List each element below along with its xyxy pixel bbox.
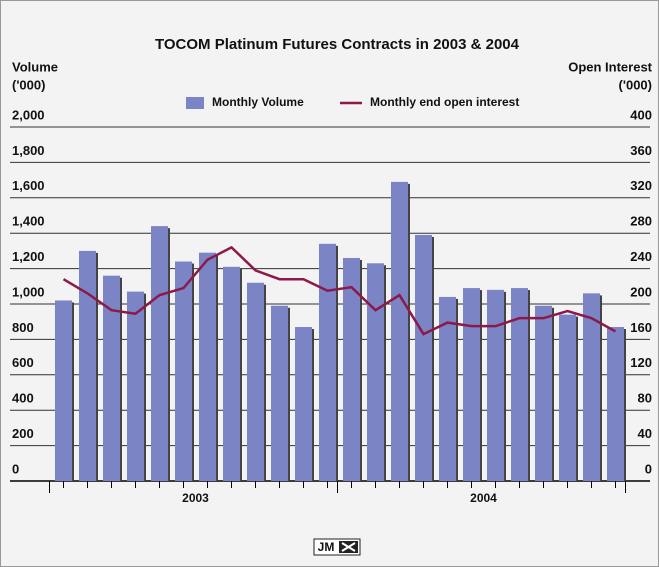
y-axis-label: Volume — [12, 59, 58, 74]
y-tick-label: 1,600 — [12, 178, 45, 193]
logo-icon-mark — [341, 542, 356, 552]
y2-axis-label: Open Interest — [568, 59, 652, 74]
y2-tick-label: 360 — [630, 143, 652, 158]
y2-tick-label: 80 — [638, 391, 652, 406]
bar — [343, 257, 360, 481]
x-group-label: 2004 — [470, 491, 497, 505]
legend-label: Monthly Volume — [212, 95, 304, 109]
bar — [103, 275, 120, 481]
bar — [319, 243, 336, 481]
y2-tick-label: 280 — [630, 214, 652, 229]
bar — [607, 327, 624, 481]
y-tick-label: 200 — [12, 426, 34, 441]
y2-tick-label: 120 — [630, 355, 652, 370]
y2-tick-label: 160 — [630, 320, 652, 335]
y-tick-label: 2,000 — [12, 107, 45, 122]
bar — [487, 289, 504, 481]
legend-label: Monthly end open interest — [370, 95, 519, 109]
bar — [439, 296, 456, 481]
y2-axis-label: ('000) — [619, 77, 652, 92]
y2-tick-label: 200 — [630, 284, 652, 299]
y-tick-label: 800 — [12, 320, 34, 335]
y-tick-label: 1,200 — [12, 249, 45, 264]
y-axis-label: ('000) — [12, 77, 45, 92]
y-tick-label: 1,000 — [12, 284, 45, 299]
x-group-label: 2003 — [182, 491, 209, 505]
logo: JM — [318, 540, 335, 554]
bar — [463, 288, 480, 481]
legend-swatch — [186, 97, 204, 109]
bar — [415, 234, 432, 481]
y-tick-label: 0 — [12, 461, 19, 476]
y2-tick-label: 400 — [630, 107, 652, 122]
y2-tick-label: 0 — [645, 461, 652, 476]
bar — [79, 250, 96, 481]
bar — [151, 226, 168, 481]
bar — [223, 266, 240, 481]
bar — [271, 305, 288, 481]
bar — [127, 291, 144, 481]
bar — [367, 263, 384, 481]
chart-title: TOCOM Platinum Futures Contracts in 2003… — [155, 36, 520, 53]
y2-tick-label: 240 — [630, 249, 652, 264]
y2-tick-label: 320 — [630, 178, 652, 193]
line-series — [62, 245, 617, 336]
bar — [535, 305, 552, 481]
bar — [391, 181, 408, 481]
y2-tick-label: 40 — [638, 426, 652, 441]
y-tick-label: 1,400 — [12, 214, 45, 229]
y-tick-label: 600 — [12, 355, 34, 370]
bar — [295, 327, 312, 481]
bar — [511, 288, 528, 481]
y-tick-label: 1,800 — [12, 143, 45, 158]
bar — [199, 252, 216, 481]
bar — [175, 261, 192, 481]
y-tick-label: 400 — [12, 391, 34, 406]
bar — [559, 314, 576, 481]
bar — [247, 282, 264, 481]
bar — [55, 300, 72, 481]
bar — [583, 293, 600, 481]
